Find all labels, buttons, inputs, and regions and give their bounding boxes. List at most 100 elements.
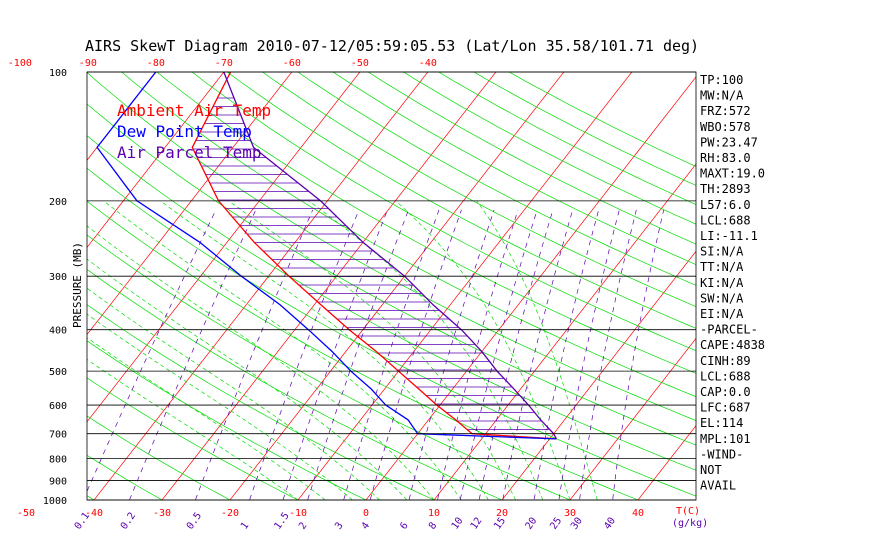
top-temp-tick-label: -70 bbox=[215, 58, 233, 69]
index-item: MW:N/A bbox=[700, 89, 744, 103]
pressure-tick-label: 600 bbox=[49, 401, 67, 412]
index-item: RH:83.0 bbox=[700, 151, 751, 165]
plot-border bbox=[86, 71, 697, 501]
moist-adiabat-line bbox=[308, 200, 544, 500]
mixing-ratio-line bbox=[437, 209, 519, 500]
top-temp-tick-label: -100 bbox=[8, 58, 32, 69]
chart-title: AIRS SkewT Diagram 2010-07-12/05:59:05.5… bbox=[85, 37, 699, 55]
isotherm-line bbox=[767, 52, 870, 509]
index-item: LCL:688 bbox=[700, 369, 751, 383]
parcel-temp-line bbox=[223, 72, 557, 440]
legend-item: Ambient Air Temp bbox=[117, 101, 271, 120]
dry-adiabat-line bbox=[508, 72, 696, 167]
dry-adiabat-line bbox=[156, 72, 696, 374]
legend-item: Dew Point Temp bbox=[117, 122, 252, 141]
mixing-ratio-line bbox=[249, 209, 360, 500]
isotherm-line bbox=[569, 337, 696, 500]
isotherm-line bbox=[637, 425, 696, 500]
cape-hatch bbox=[193, 97, 550, 430]
dry-adiabat-line bbox=[297, 72, 696, 286]
moist-adiabat-line bbox=[228, 200, 516, 500]
pressure-tick-label: 1000 bbox=[43, 496, 67, 507]
mixing-ratio-line bbox=[612, 209, 665, 500]
index-item: TH:2893 bbox=[700, 182, 751, 196]
isotherm-line bbox=[0, 52, 35, 509]
index-item: -WIND- bbox=[700, 447, 743, 461]
tc-label: T(C) bbox=[676, 506, 700, 517]
mixing-ratio-tick-label: 40 bbox=[602, 516, 618, 532]
mixing-ratio-tick-label: 10 bbox=[450, 516, 466, 532]
index-item: L57:6.0 bbox=[700, 198, 751, 212]
mixing-ratio-tick-label: 4 bbox=[360, 520, 372, 531]
dry-adiabat-line bbox=[262, 72, 696, 308]
pressure-tick-label: 100 bbox=[49, 68, 67, 79]
dry-adiabat-line bbox=[87, 269, 503, 500]
mixing-ratio-tick-label: 12 bbox=[469, 516, 485, 532]
isotherm-line bbox=[365, 76, 696, 500]
index-item: KI:N/A bbox=[700, 276, 744, 290]
dry-adiabat-line bbox=[87, 340, 367, 500]
bottom-temp-tick-label: 30 bbox=[564, 508, 576, 519]
index-item: -PARCEL- bbox=[700, 323, 758, 337]
pressure-tick-label: 700 bbox=[49, 430, 67, 441]
pressure-tick-label: 800 bbox=[49, 455, 67, 466]
pressure-tick-label: 900 bbox=[49, 476, 67, 487]
isotherm-line bbox=[297, 72, 633, 500]
mixing-ratio-tick-label: 1 bbox=[239, 520, 251, 531]
mixing-ratio-line bbox=[558, 209, 620, 500]
index-item: CAPE:4838 bbox=[700, 338, 765, 352]
mixing-ratio-line bbox=[282, 209, 388, 500]
dry-adiabat-line bbox=[402, 72, 696, 225]
dry-adiabat-line bbox=[332, 72, 696, 265]
dry-adiabat-line bbox=[367, 72, 696, 245]
dry-adiabat-line bbox=[87, 135, 696, 471]
dry-adiabat-line bbox=[226, 72, 696, 329]
index-item: SW:N/A bbox=[700, 291, 744, 305]
isotherm-line bbox=[433, 163, 696, 500]
index-item: SI:N/A bbox=[700, 245, 744, 259]
index-item: LCL:688 bbox=[700, 213, 751, 227]
mixing-ratio-line bbox=[533, 209, 600, 500]
index-item: MAXT:19.0 bbox=[700, 167, 765, 181]
index-item: EI:N/A bbox=[700, 307, 744, 321]
moist-adiabat-line bbox=[87, 337, 326, 500]
bottom-temp-tick-label: 10 bbox=[428, 508, 440, 519]
bottom-temp-tick-label: -20 bbox=[221, 508, 239, 519]
mixing-ratio-line bbox=[87, 209, 217, 493]
dry-adiabat-line bbox=[87, 454, 163, 500]
dry-adiabat-line bbox=[87, 377, 299, 500]
dry-adiabat-line bbox=[121, 72, 696, 398]
mixing-ratio-tick-label: 8 bbox=[427, 520, 439, 531]
mixing-ratio-tick-label: 3 bbox=[333, 520, 345, 531]
moist-adiabat-line bbox=[87, 258, 408, 500]
mixing-ratio-tick-label: 0.5 bbox=[185, 511, 204, 532]
index-item: AVAIL bbox=[700, 479, 736, 493]
y-axis-label: PRESSURE (MB) bbox=[71, 242, 84, 328]
mixing-ratio-tick-label: 6 bbox=[398, 520, 410, 531]
dewpoint-line bbox=[96, 72, 557, 440]
bottom-temp-tick-label: -50 bbox=[17, 508, 35, 519]
mixing-ratio-unit-label: (g/kg) bbox=[672, 518, 708, 529]
top-temp-tick-label: -80 bbox=[147, 58, 165, 69]
isotherm-line bbox=[87, 72, 293, 336]
legend: Ambient Air Temp Dew Point Temp Air Parcel… bbox=[117, 101, 271, 162]
profile-lines bbox=[96, 72, 557, 440]
bottom-temp-tick-label: -30 bbox=[153, 508, 171, 519]
mixing-ratio-line bbox=[307, 209, 409, 500]
isotherm-line bbox=[501, 250, 696, 500]
index-item: TT:N/A bbox=[700, 260, 744, 274]
index-item: LFC:687 bbox=[700, 401, 751, 415]
isotherm-line bbox=[93, 72, 429, 500]
bottom-temp-tick-label: -40 bbox=[85, 508, 103, 519]
mixing-ratio-tick-label: 0.2 bbox=[119, 511, 138, 532]
axes-frame bbox=[86, 71, 697, 501]
index-item: EL:114 bbox=[700, 416, 743, 430]
dry-adiabat-line bbox=[87, 234, 571, 500]
dry-adiabat-line bbox=[87, 415, 231, 500]
top-temp-tick-label: -60 bbox=[283, 58, 301, 69]
bottom-temp-tick-label: 40 bbox=[632, 508, 644, 519]
background-grid bbox=[0, 52, 870, 509]
moist-adiabat-line bbox=[87, 358, 299, 500]
pressure-tick-label: 200 bbox=[49, 197, 67, 208]
